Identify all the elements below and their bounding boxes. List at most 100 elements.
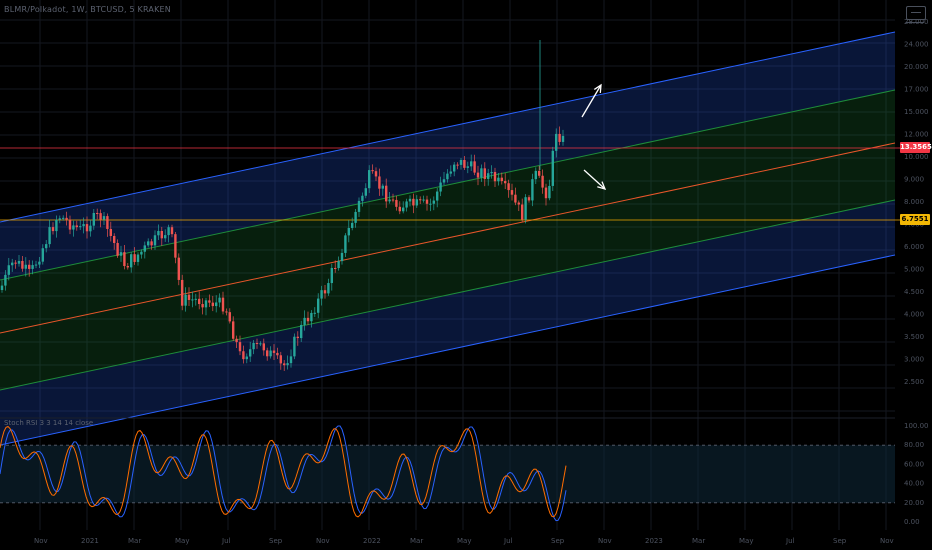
candle-body <box>514 194 517 203</box>
candle-body <box>500 177 503 182</box>
channel-upper-band <box>0 32 895 280</box>
candle-body <box>276 352 279 356</box>
candle-body <box>446 173 449 180</box>
candle-body <box>201 304 204 308</box>
candle-body <box>436 191 439 201</box>
candle-body <box>378 176 381 189</box>
candle-body <box>133 254 136 262</box>
candle-body <box>313 312 316 314</box>
candle-body <box>51 227 55 232</box>
candle-body <box>259 343 262 345</box>
candle-body <box>303 317 306 325</box>
candle-body <box>187 294 191 300</box>
candle-body <box>534 170 537 180</box>
candle-body <box>116 242 119 256</box>
candle-body <box>92 212 95 226</box>
candle-body <box>242 351 245 360</box>
candle-body <box>456 164 459 166</box>
candle-body <box>371 170 374 172</box>
candle-body <box>470 161 473 167</box>
candle-body <box>415 199 418 206</box>
candle-body <box>65 217 68 220</box>
time-tick-label: 2021 <box>81 537 99 545</box>
time-tick-label: May <box>739 537 753 545</box>
channel-lower-band <box>0 200 895 445</box>
candle-body <box>14 262 17 264</box>
candle-body <box>198 298 201 305</box>
candle-body <box>334 267 337 269</box>
candle-body <box>473 161 476 173</box>
candle-body <box>368 170 371 189</box>
candle-body <box>106 216 109 229</box>
osc-tick-label: 20.00 <box>904 499 924 507</box>
time-tick-label: Jul <box>221 537 231 545</box>
candle-body <box>439 182 442 192</box>
time-tick-label: Sep <box>551 537 565 545</box>
time-tick-label: Sep <box>269 537 283 545</box>
channel-line-g2 <box>0 199 896 391</box>
candle-body <box>174 234 177 258</box>
candle-body <box>136 254 140 262</box>
candle-body <box>483 168 486 179</box>
candle-body <box>177 257 180 280</box>
candle-body <box>306 317 310 322</box>
candle-body <box>323 290 327 294</box>
candle-body <box>330 267 333 284</box>
candle-body <box>238 342 242 352</box>
candle-body <box>89 225 92 232</box>
candle-body <box>555 133 558 151</box>
candle-body <box>293 336 296 357</box>
arrow-down-right-head <box>597 181 607 191</box>
candle-body <box>476 172 480 178</box>
candle-body <box>442 179 446 183</box>
candle-body <box>55 219 58 232</box>
candle-body <box>391 199 395 201</box>
candle-body <box>157 230 160 236</box>
candle-body <box>408 198 412 202</box>
channel-line-bot <box>0 254 896 446</box>
osc-tick-label: 40.00 <box>904 480 924 488</box>
time-axis: Nov 2021 Mar May Jul Sep Nov 2022 Mar May Jul Sep No… <box>34 537 894 545</box>
candle-body <box>449 171 452 174</box>
candle-body <box>140 251 143 255</box>
price-tick-label: 24.000 <box>904 41 929 49</box>
candle-body <box>517 202 520 205</box>
candle-body <box>466 166 469 168</box>
channel-line-mid <box>0 142 896 334</box>
candle-body <box>327 283 330 294</box>
candle-body <box>7 265 10 275</box>
osc-tick-label: 80.00 <box>904 441 924 449</box>
time-tick-label: Nov <box>316 537 330 545</box>
candle-body <box>232 321 235 339</box>
candle-body <box>357 200 361 212</box>
horizontal-lines <box>0 147 900 221</box>
price-tick-label: 8.000 <box>904 198 924 206</box>
candle-body <box>266 350 269 357</box>
candle-body <box>551 150 554 186</box>
channel-line-top <box>0 31 896 223</box>
candle-body <box>211 302 214 307</box>
chart-settings-icon[interactable] <box>906 6 926 20</box>
candle-body <box>317 298 320 313</box>
time-tick-label: Jul <box>503 537 513 545</box>
arrow-up-right-head <box>593 83 602 94</box>
price-tick-label: 15.000 <box>904 108 929 116</box>
candle-body <box>245 356 248 360</box>
candle-body <box>79 226 82 228</box>
chart-title: BLMR/Polkadot, 1W, BTCUSD, 5 KRAKEN <box>4 5 171 14</box>
candle-body <box>255 343 259 345</box>
candle-body <box>102 216 106 220</box>
candle-body <box>364 188 367 196</box>
candle-body <box>99 213 102 220</box>
candle-body <box>272 350 276 353</box>
candle-body <box>337 261 340 269</box>
oscillator-title: Stoch RSI 3 3 14 14 close <box>4 419 94 427</box>
candle-body <box>252 343 255 350</box>
candle-body <box>58 218 61 220</box>
candle-body <box>527 197 531 201</box>
candle-body <box>0 285 4 290</box>
time-tick-label: May <box>457 537 471 545</box>
time-tick-label: Nov <box>880 537 894 545</box>
candle-body <box>194 298 197 300</box>
